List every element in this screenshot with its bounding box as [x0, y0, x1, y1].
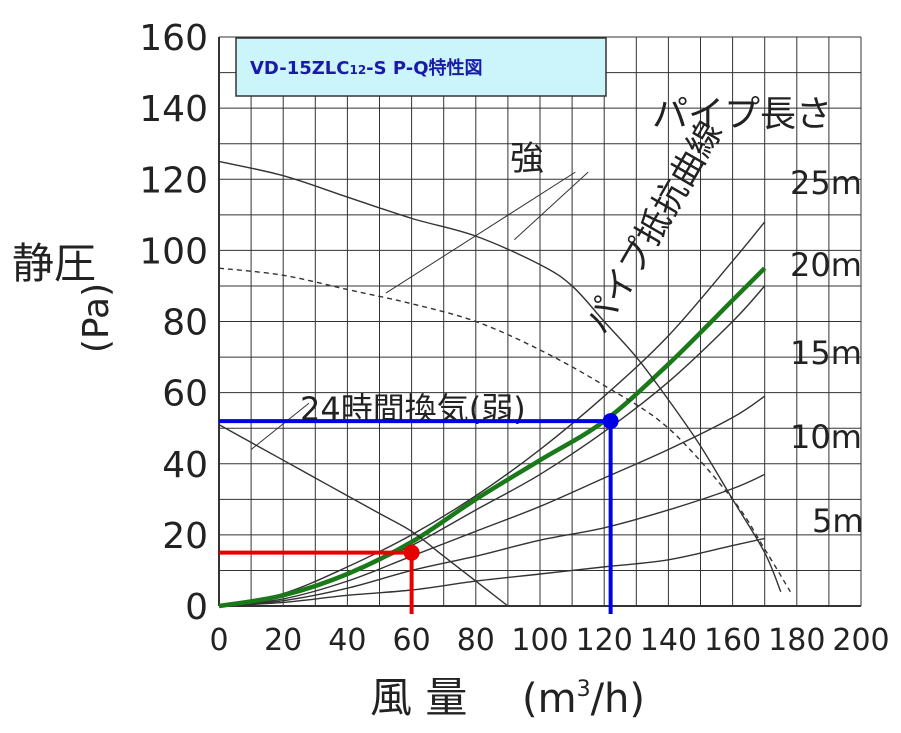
- length-label-15m: 15m: [790, 334, 862, 372]
- y-tick-label: 160: [139, 18, 208, 59]
- leader-lines: [250, 171, 589, 450]
- x-tick-label: 0: [209, 623, 228, 658]
- x-tick-label: 140: [640, 623, 697, 658]
- fan-curve-2: [218, 424, 509, 607]
- x-tick-label: 80: [457, 623, 495, 658]
- x-axis-unit: (m3/h): [522, 676, 645, 722]
- resistance-curve-label: パイプ抵抗曲線: [577, 114, 731, 340]
- fan-curve-0: [218, 160, 782, 593]
- leader-strong-2: [513, 171, 589, 241]
- x-tick-label: 120: [576, 623, 633, 658]
- y-axis-unit: (Pa): [76, 283, 117, 353]
- operating-point-1: [602, 413, 619, 430]
- length-label-20m: 20m: [790, 246, 862, 284]
- x-tick-label: 160: [704, 623, 761, 658]
- x-tick-label: 200: [832, 623, 889, 658]
- x-tick-label: 20: [264, 623, 302, 658]
- resistance-curve-20m: [218, 285, 766, 607]
- x-tick-label: 40: [328, 623, 366, 658]
- curves: [218, 160, 791, 609]
- title-box: [235, 37, 607, 97]
- fan-curve-1: [218, 267, 791, 593]
- operating-markers: [219, 413, 619, 614]
- y-tick-label: 20: [162, 516, 208, 557]
- x-tick-label: 100: [511, 623, 568, 658]
- length-label-25m: 25m: [790, 164, 862, 202]
- resistance-curve-25m: [218, 221, 766, 607]
- y-tick-label: 140: [139, 89, 208, 130]
- leader-strong-1: [385, 171, 576, 294]
- y-tick-label: 0: [185, 587, 208, 628]
- y-tick-label: 40: [162, 445, 208, 486]
- leader-weak: [250, 402, 310, 450]
- ticks: 0 20 40 60 80 100 120 140 160 180 2000204060801001…: [139, 18, 889, 658]
- resistance-curve-15m: [218, 395, 766, 607]
- y-tick-label: 100: [139, 231, 208, 272]
- x-tick-label: 60: [393, 623, 431, 658]
- strong-label: 強: [510, 139, 544, 179]
- operating-point-0: [403, 544, 420, 561]
- resistance-curve-5m: [218, 537, 765, 607]
- length-label-5m: 5m: [812, 502, 864, 540]
- y-tick-label: 120: [139, 160, 208, 201]
- y-tick-label: 80: [162, 303, 208, 344]
- resistance-curve-highlight: [218, 266, 767, 609]
- resistance-curve-10m: [218, 473, 765, 607]
- x-tick-label: 180: [768, 623, 825, 658]
- y-tick-label: 60: [162, 374, 208, 415]
- pipe-length-label: パイプ長さ: [652, 94, 832, 135]
- y-axis-label: 静圧: [12, 239, 96, 288]
- x-axis-label: 風 量: [370, 673, 467, 722]
- chart-title: VD-15ZLC12-S P-Q特性図: [250, 57, 483, 79]
- length-label-10m: 10m: [790, 418, 862, 456]
